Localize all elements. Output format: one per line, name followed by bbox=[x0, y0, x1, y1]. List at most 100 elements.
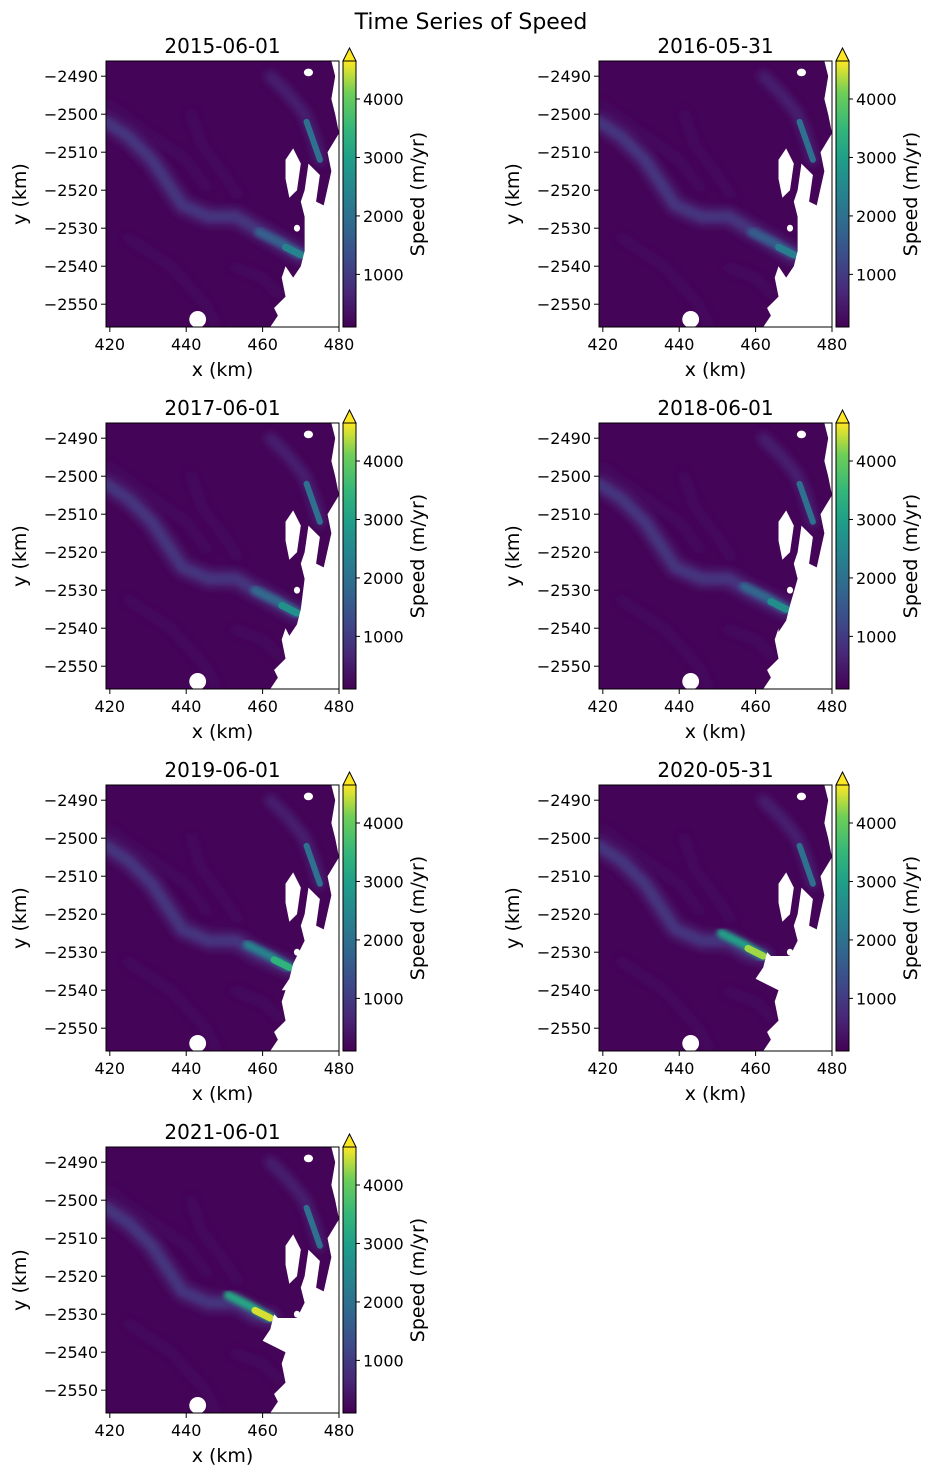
colorbar-tick-label: 1000 bbox=[363, 989, 404, 1008]
no-data-hole bbox=[335, 81, 339, 94]
y-tick-label: −2530 bbox=[44, 943, 98, 962]
y-tick-label: −2520 bbox=[44, 181, 98, 200]
colorbar-tick-label: 3000 bbox=[363, 872, 404, 891]
x-tick-label: 480 bbox=[817, 697, 848, 716]
no-data-hole bbox=[189, 673, 207, 689]
colorbar-tick-label: 3000 bbox=[363, 148, 404, 167]
x-tick-label: 480 bbox=[324, 1059, 355, 1078]
terminus-peak-speed bbox=[270, 956, 293, 971]
colorbar-extend-arrow bbox=[835, 408, 850, 424]
x-tick-label: 420 bbox=[95, 1421, 126, 1440]
colorbar-tick-label: 1000 bbox=[363, 265, 404, 284]
no-data-hole bbox=[682, 673, 700, 689]
y-tick-label: −2510 bbox=[537, 143, 591, 162]
x-tick-label: 460 bbox=[247, 1421, 278, 1440]
north-glacier-terminus bbox=[796, 480, 816, 525]
colorbar-tick-label: 2000 bbox=[363, 931, 404, 950]
no-data-hole bbox=[189, 311, 207, 327]
x-tick-label: 460 bbox=[740, 1059, 771, 1078]
y-tick-label: −2540 bbox=[44, 257, 98, 276]
colorbar: 1000 2000 3000 4000 Speed (m/yr) bbox=[342, 1132, 429, 1414]
panel-title: 2015-06-01 bbox=[164, 34, 280, 58]
speed-field bbox=[599, 785, 832, 1051]
colorbar-label: Speed (m/yr) bbox=[900, 856, 922, 980]
colorbar-tick-label: 4000 bbox=[363, 90, 404, 109]
panel-title: 2016-05-31 bbox=[657, 34, 773, 58]
colorbar-tick-label: 4000 bbox=[363, 1176, 404, 1195]
colorbar-tick-label: 2000 bbox=[363, 569, 404, 588]
fjord-inlet-mask bbox=[285, 510, 301, 560]
y-tick-label: −2550 bbox=[537, 657, 591, 676]
y-tick-label: −2500 bbox=[44, 829, 98, 848]
colorbar-tick-label: 1000 bbox=[363, 1351, 404, 1370]
y-tick-label: −2500 bbox=[44, 1191, 98, 1210]
y-tick-label: −2500 bbox=[44, 467, 98, 486]
colorbar-tick-label: 2000 bbox=[856, 931, 897, 950]
colorbar-gradient bbox=[342, 422, 357, 690]
y-axis-label: y (km) bbox=[9, 163, 31, 225]
x-axis-label: x (km) bbox=[192, 721, 254, 743]
colorbar-extend-arrow bbox=[342, 1132, 357, 1148]
colorbar-tick-label: 4000 bbox=[856, 90, 897, 109]
colorbar: 1000 2000 3000 4000 Speed (m/yr) bbox=[835, 770, 922, 1052]
x-tick-label: 480 bbox=[324, 335, 355, 354]
no-data-ocean-mask bbox=[270, 785, 339, 1051]
fjord-inlet-mask bbox=[778, 148, 794, 198]
x-tick-label: 440 bbox=[171, 697, 202, 716]
y-tick-label: −2530 bbox=[44, 581, 98, 600]
north-glacier-terminus bbox=[796, 842, 816, 887]
speed-panel-4: 2018-06-01 420 440 460 480 −2490 −2500 −2510 −25… bbox=[502, 396, 922, 743]
y-tick-label: −2540 bbox=[44, 981, 98, 1000]
no-data-hole bbox=[293, 586, 301, 594]
y-tick-label: −2550 bbox=[44, 657, 98, 676]
y-tick-label: −2490 bbox=[44, 791, 98, 810]
y-tick-label: −2540 bbox=[537, 257, 591, 276]
colorbar: 1000 2000 3000 4000 Speed (m/yr) bbox=[342, 46, 429, 328]
colorbar-gradient bbox=[342, 784, 357, 1052]
x-tick-label: 420 bbox=[588, 1059, 619, 1078]
colorbar-tick-label: 1000 bbox=[856, 265, 897, 284]
colorbar: 1000 2000 3000 4000 Speed (m/yr) bbox=[342, 770, 429, 1052]
tributary-lines bbox=[106, 1185, 285, 1413]
no-data-hole bbox=[828, 81, 832, 94]
colorbar-label: Speed (m/yr) bbox=[407, 856, 429, 980]
y-tick-label: −2520 bbox=[44, 1267, 98, 1286]
y-tick-label: −2530 bbox=[537, 219, 591, 238]
colorbar-label: Speed (m/yr) bbox=[407, 1218, 429, 1342]
y-tick-label: −2550 bbox=[537, 1019, 591, 1038]
main-glacier-core bbox=[106, 117, 305, 259]
x-tick-label: 420 bbox=[588, 697, 619, 716]
y-tick-label: −2530 bbox=[44, 219, 98, 238]
y-tick-label: −2520 bbox=[537, 181, 591, 200]
colorbar-tick-label: 2000 bbox=[856, 207, 897, 226]
x-tick-label: 480 bbox=[817, 1059, 848, 1078]
y-tick-label: −2550 bbox=[44, 1381, 98, 1400]
x-axis-label: x (km) bbox=[192, 359, 254, 381]
no-data-hole bbox=[796, 792, 807, 801]
no-data-ocean-mask bbox=[755, 785, 832, 1051]
y-tick-label: −2520 bbox=[44, 905, 98, 924]
panel-title: 2018-06-01 bbox=[657, 396, 773, 420]
y-tick-label: −2490 bbox=[44, 1153, 98, 1172]
north-glacier-terminus bbox=[303, 842, 323, 887]
y-tick-label: −2530 bbox=[44, 1305, 98, 1324]
y-axis-label: y (km) bbox=[502, 163, 524, 225]
north-glacier-terminus bbox=[303, 118, 323, 163]
no-data-hole bbox=[786, 948, 794, 956]
colorbar-extend-arrow bbox=[835, 770, 850, 786]
main-glacier-core bbox=[106, 479, 301, 617]
y-tick-label: −2510 bbox=[44, 143, 98, 162]
north-glacier-terminus bbox=[303, 1204, 323, 1249]
speed-panel-3: 2017-06-01 420 440 460 480 −2490 −2500 −2510 −25… bbox=[9, 396, 429, 743]
colorbar-tick-label: 2000 bbox=[363, 207, 404, 226]
no-data-ocean-mask bbox=[763, 61, 832, 327]
x-axis-label: x (km) bbox=[685, 1083, 747, 1105]
y-tick-label: −2500 bbox=[537, 105, 591, 124]
y-tick-label: −2520 bbox=[537, 905, 591, 924]
x-tick-label: 420 bbox=[588, 335, 619, 354]
colorbar-tick-label: 3000 bbox=[363, 510, 404, 529]
main-glacier-core bbox=[599, 841, 768, 960]
y-tick-label: −2540 bbox=[44, 619, 98, 638]
y-tick-label: −2500 bbox=[44, 105, 98, 124]
